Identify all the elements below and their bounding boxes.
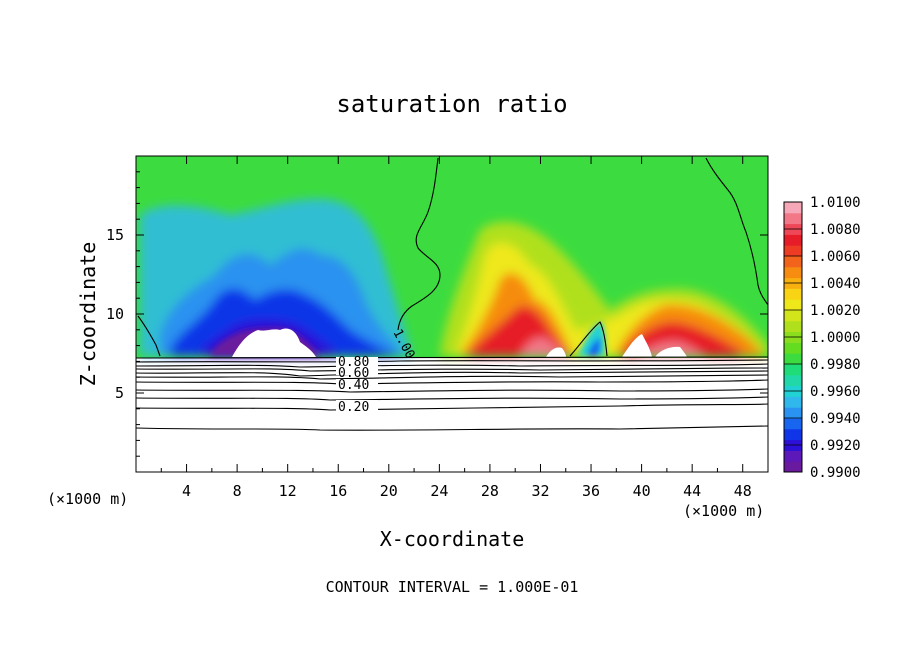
x-tick-label: 20 [380,482,398,500]
contour-label-060: 0.60 [338,366,369,381]
colorbar-swatch [784,450,802,462]
colorbar-swatch [784,396,802,408]
colorbar-label: 0.9920 [810,438,861,454]
pink-region-right [520,337,705,356]
x-tick-label: 40 [633,482,651,500]
contour-interval-footer: CONTOUR INTERVAL = 1.000E-01 [326,578,579,596]
colorbar-swatch [784,288,802,300]
x-tick-label: 32 [531,482,549,500]
blue-notch-36 [586,338,601,356]
x-units-left: (×1000 m) [47,490,128,508]
colorbar-label: 0.9960 [810,384,861,400]
colorbar: 1.0100 1.0080 1.0060 1.0040 1.0020 1.0000 0.99… [783,195,861,481]
x-tick-label: 12 [279,482,297,500]
colorbar-label: 1.0080 [810,222,861,238]
colorbar-swatch [784,299,802,311]
x-tick-label: 48 [734,482,752,500]
colorbar-swatch [784,256,802,268]
x-tick-label: 8 [233,482,242,500]
colorbar-swatch [784,428,802,441]
colorbar-swatch [784,234,802,246]
x-tick-label: 4 [182,482,191,500]
contour-label-group: 0.80 0.60 0.40 0.20 1.00 [336,327,417,415]
y-tick-label: 5 [115,384,124,402]
colorbar-swatch [784,342,802,354]
unshaded-patch-right-2 [655,346,687,357]
colorbar-swatch [784,353,802,365]
colorbar-label: 1.0040 [810,276,861,292]
colorbar-swatch [784,202,802,214]
colorbar-swatch [784,374,802,387]
colorbar-label: 0.9940 [810,411,861,427]
colorbar-swatch [784,418,802,430]
colorbar-swatch [784,212,802,225]
colorbar-swatch [784,407,802,419]
chart-title: saturation ratio [336,90,567,118]
colorbar-swatch [784,266,802,279]
unshaded-patch-left [232,328,316,357]
plot-area: 0.80 0.60 0.40 0.20 1.00 [136,156,768,472]
colorbar-swatch [784,461,802,473]
x-units-right: (×1000 m) [683,502,764,520]
colorbar-label: 1.0100 [810,195,861,211]
colorbar-label: 1.0000 [810,330,861,346]
colorbar-swatch [784,320,802,333]
colorbar-swatch [784,245,802,257]
x-tick-label: 44 [683,482,701,500]
unshaded-patch-right [622,334,652,357]
contour-lines [136,157,768,431]
x-axis-label: X-coordinate [380,527,525,551]
y-axis-label: Z-coordinate [76,242,100,387]
colorbar-label: 1.0060 [810,249,861,265]
x-tick-label: 36 [582,482,600,500]
colorbar-label: 1.0020 [810,303,861,319]
colorbar-label: 0.9980 [810,357,861,373]
x-tick-label: 28 [481,482,499,500]
colorbar-label: 0.9900 [810,465,861,481]
contour-label-040: 0.40 [338,378,369,393]
contour-label-020: 0.20 [338,400,369,415]
unshaded-patch-center [546,347,566,357]
x-axis: 4 8 12 16 20 24 28 32 36 40 44 48 [160,156,752,500]
x-tick-label: 16 [329,482,347,500]
x-tick-label: 24 [430,482,448,500]
y-tick-label: 10 [106,305,124,323]
y-tick-label: 15 [106,226,124,244]
colorbar-swatch [784,364,802,376]
colorbar-swatch [784,310,802,322]
y-axis: 5 10 15 [106,171,768,457]
